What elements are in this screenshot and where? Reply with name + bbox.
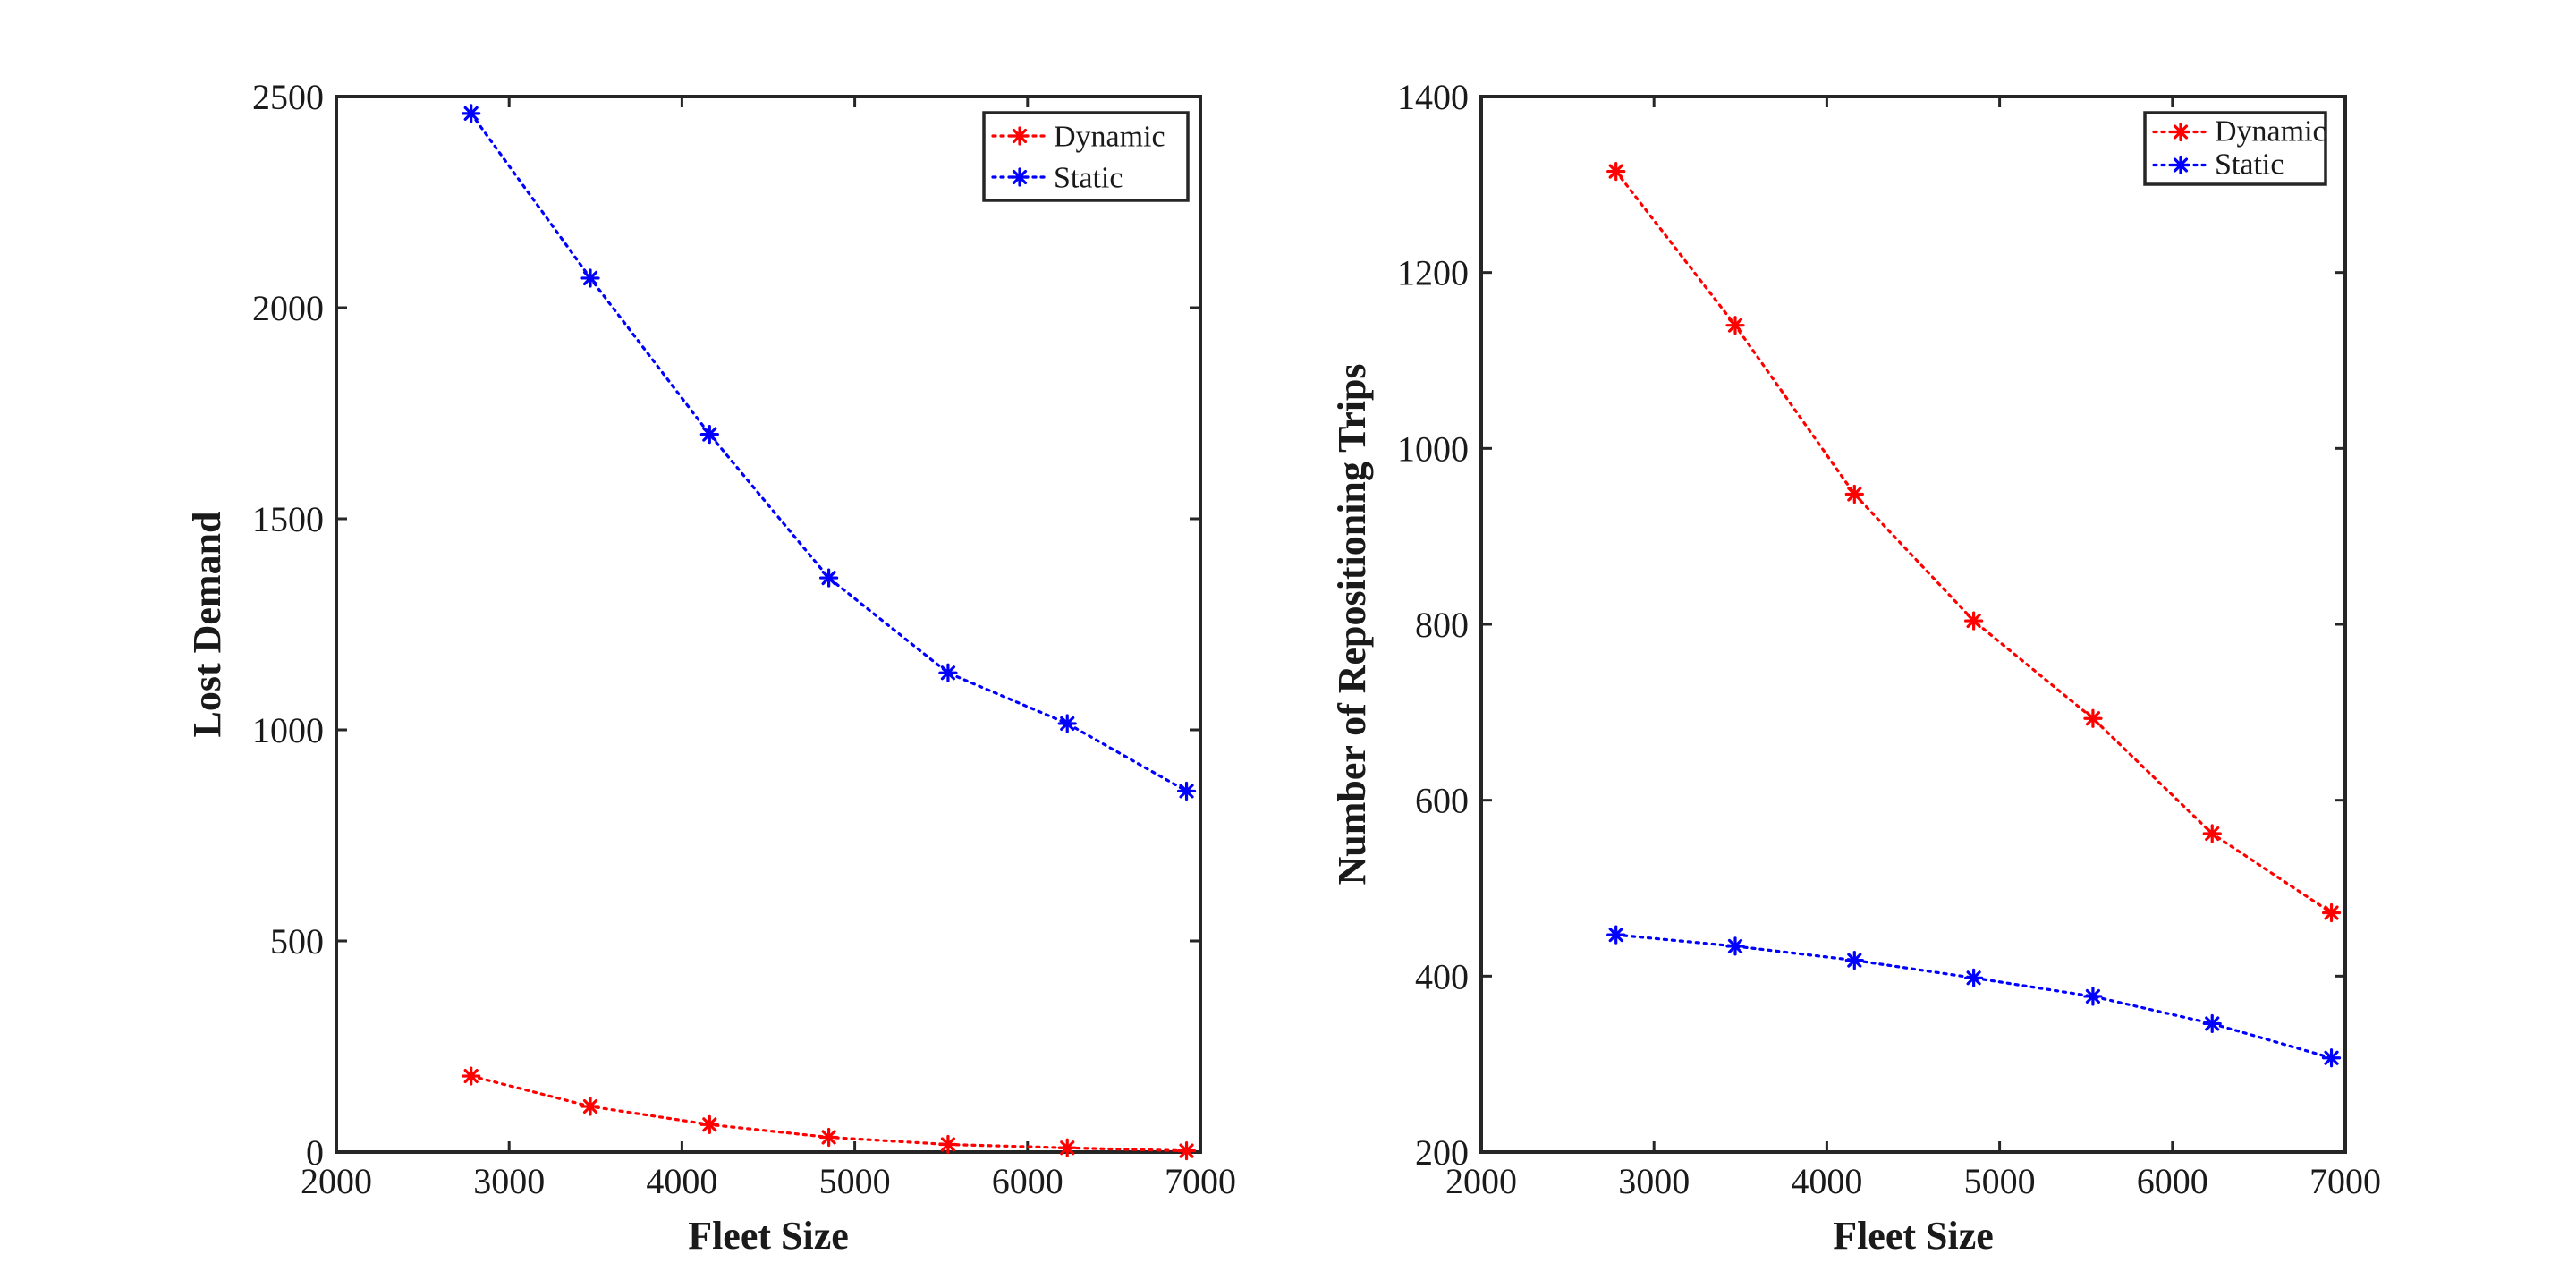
legend-box <box>982 111 1190 202</box>
x-tick-label: 3000 <box>1618 1161 1690 1201</box>
x-tick-label: 5000 <box>819 1161 891 1201</box>
axes-frame <box>1479 95 2347 1154</box>
data-point <box>819 1127 839 1148</box>
y-axis-title: Number of Repositioning Trips <box>1330 363 1374 885</box>
legend-marker <box>1010 126 1030 146</box>
data-point <box>1176 1140 1197 1161</box>
legend-label: Static <box>1054 162 1123 195</box>
chart-lost-demand: 2000 3000 4000 5000 6000 7000 0 500 1000 1500 2000… <box>185 77 1236 1258</box>
data-point <box>1844 951 1864 970</box>
y-tick-label: 800 <box>1415 605 1469 645</box>
y-tick-label: 0 <box>306 1132 324 1173</box>
y-tick-label: 1500 <box>252 499 324 539</box>
data-point <box>1057 1138 1077 1157</box>
data-point <box>2083 708 2103 728</box>
legend-label: Dynamic <box>2215 115 2326 148</box>
y-tick-label: 1200 <box>1397 253 1469 293</box>
data-point <box>462 104 481 123</box>
legend: Dynamic Static <box>982 111 1190 202</box>
series-dynamic <box>462 1066 1197 1161</box>
data-point <box>1057 714 1077 733</box>
y-tick-label: 1400 <box>1397 77 1469 117</box>
data-point <box>699 425 719 445</box>
x-tick-label: 6000 <box>992 1161 1063 1201</box>
data-point <box>2202 824 2222 843</box>
x-axis-title: Fleet Size <box>1833 1214 1994 1258</box>
chart-repositioning-trips: 2000 3000 4000 5000 6000 7000 200 400 600 800 1000… <box>1330 77 2381 1258</box>
data-point <box>819 568 839 588</box>
data-point <box>699 1114 719 1134</box>
data-point <box>1176 781 1197 801</box>
x-tick-label: 2000 <box>1445 1161 1517 1201</box>
data-point <box>1964 611 1984 631</box>
series-static <box>1606 925 2342 1068</box>
data-point <box>1725 316 1745 335</box>
x-tick-label: 2000 <box>301 1161 372 1201</box>
y-tick-label: 400 <box>1415 956 1469 996</box>
x-tick-label: 7000 <box>2309 1161 2381 1201</box>
series-line <box>1614 933 2334 1060</box>
series-static <box>462 104 1197 801</box>
legend-box <box>2143 111 2327 186</box>
x-tick-label: 6000 <box>2137 1161 2208 1201</box>
data-point <box>2083 987 2103 1006</box>
series-dynamic <box>1606 161 2342 923</box>
data-point <box>580 268 600 288</box>
x-axis-title: Fleet Size <box>688 1214 849 1258</box>
legend-label: Dynamic <box>1054 121 1165 154</box>
data-point <box>1964 968 1984 987</box>
y-tick-label: 500 <box>270 921 324 962</box>
y-tick-label: 1000 <box>1397 428 1469 469</box>
x-tick-label: 7000 <box>1165 1161 1236 1201</box>
data-point <box>1606 925 1626 945</box>
y-tick-label: 1000 <box>252 710 324 750</box>
legend-label: Static <box>2215 148 2284 182</box>
data-point <box>2202 1013 2222 1034</box>
axes-frame <box>335 95 1202 1154</box>
legend-marker <box>2171 122 2190 142</box>
data-point <box>1844 484 1864 504</box>
data-point <box>1606 161 1626 182</box>
data-point <box>1725 936 1745 956</box>
legend-marker <box>1010 167 1030 187</box>
series-line <box>470 112 1189 793</box>
y-tick-label: 600 <box>1415 781 1469 821</box>
data-point <box>462 1066 481 1086</box>
data-point <box>2321 1048 2342 1068</box>
data-point <box>2321 902 2342 923</box>
data-point <box>580 1097 600 1116</box>
legend-marker <box>2171 155 2190 175</box>
series-line <box>1614 170 2334 915</box>
y-tick-label: 2500 <box>252 77 324 117</box>
data-point <box>938 663 958 682</box>
x-tick-label: 4000 <box>1791 1161 1862 1201</box>
data-point <box>938 1134 958 1155</box>
x-tick-label: 4000 <box>646 1161 717 1201</box>
y-tick-label: 2000 <box>252 288 324 328</box>
y-axis-title: Lost Demand <box>185 511 229 737</box>
y-tick-label: 200 <box>1415 1132 1469 1173</box>
x-tick-label: 5000 <box>1964 1161 2036 1201</box>
x-tick-label: 3000 <box>473 1161 545 1201</box>
